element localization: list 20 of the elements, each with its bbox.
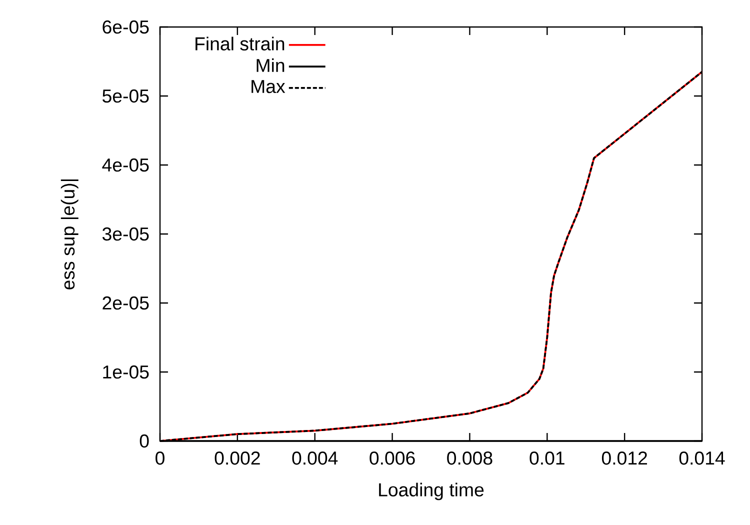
x-tick-label: 0.012 xyxy=(602,451,647,465)
legend-label: Max xyxy=(252,80,286,94)
y-axis-title: ess sup |e(u)| xyxy=(60,179,78,290)
y-tick-label: 5e-05 xyxy=(102,89,149,103)
y-tick-label: 3e-05 xyxy=(102,227,149,241)
legend-label: Min xyxy=(256,58,284,72)
x-tick-label: 0.002 xyxy=(214,451,260,465)
x-tick-label: 0.014 xyxy=(679,451,725,465)
y-tick-label: 0 xyxy=(140,434,149,448)
legend-label: Final strain xyxy=(196,36,284,50)
x-tick-label: 0.01 xyxy=(530,451,564,465)
x-axis-title: Loading time xyxy=(379,482,484,500)
x-tick-label: 0.004 xyxy=(292,451,338,465)
x-tick-label: 0.008 xyxy=(447,451,492,465)
y-tick-label: 1e-05 xyxy=(103,365,149,379)
y-tick-label: 4e-05 xyxy=(102,158,149,172)
x-tick-label: 0.006 xyxy=(370,451,415,465)
x-tick-label: 0 xyxy=(156,451,164,465)
y-tick-label: 6e-05 xyxy=(102,20,149,34)
y-tick-label: 2e-05 xyxy=(102,296,149,310)
